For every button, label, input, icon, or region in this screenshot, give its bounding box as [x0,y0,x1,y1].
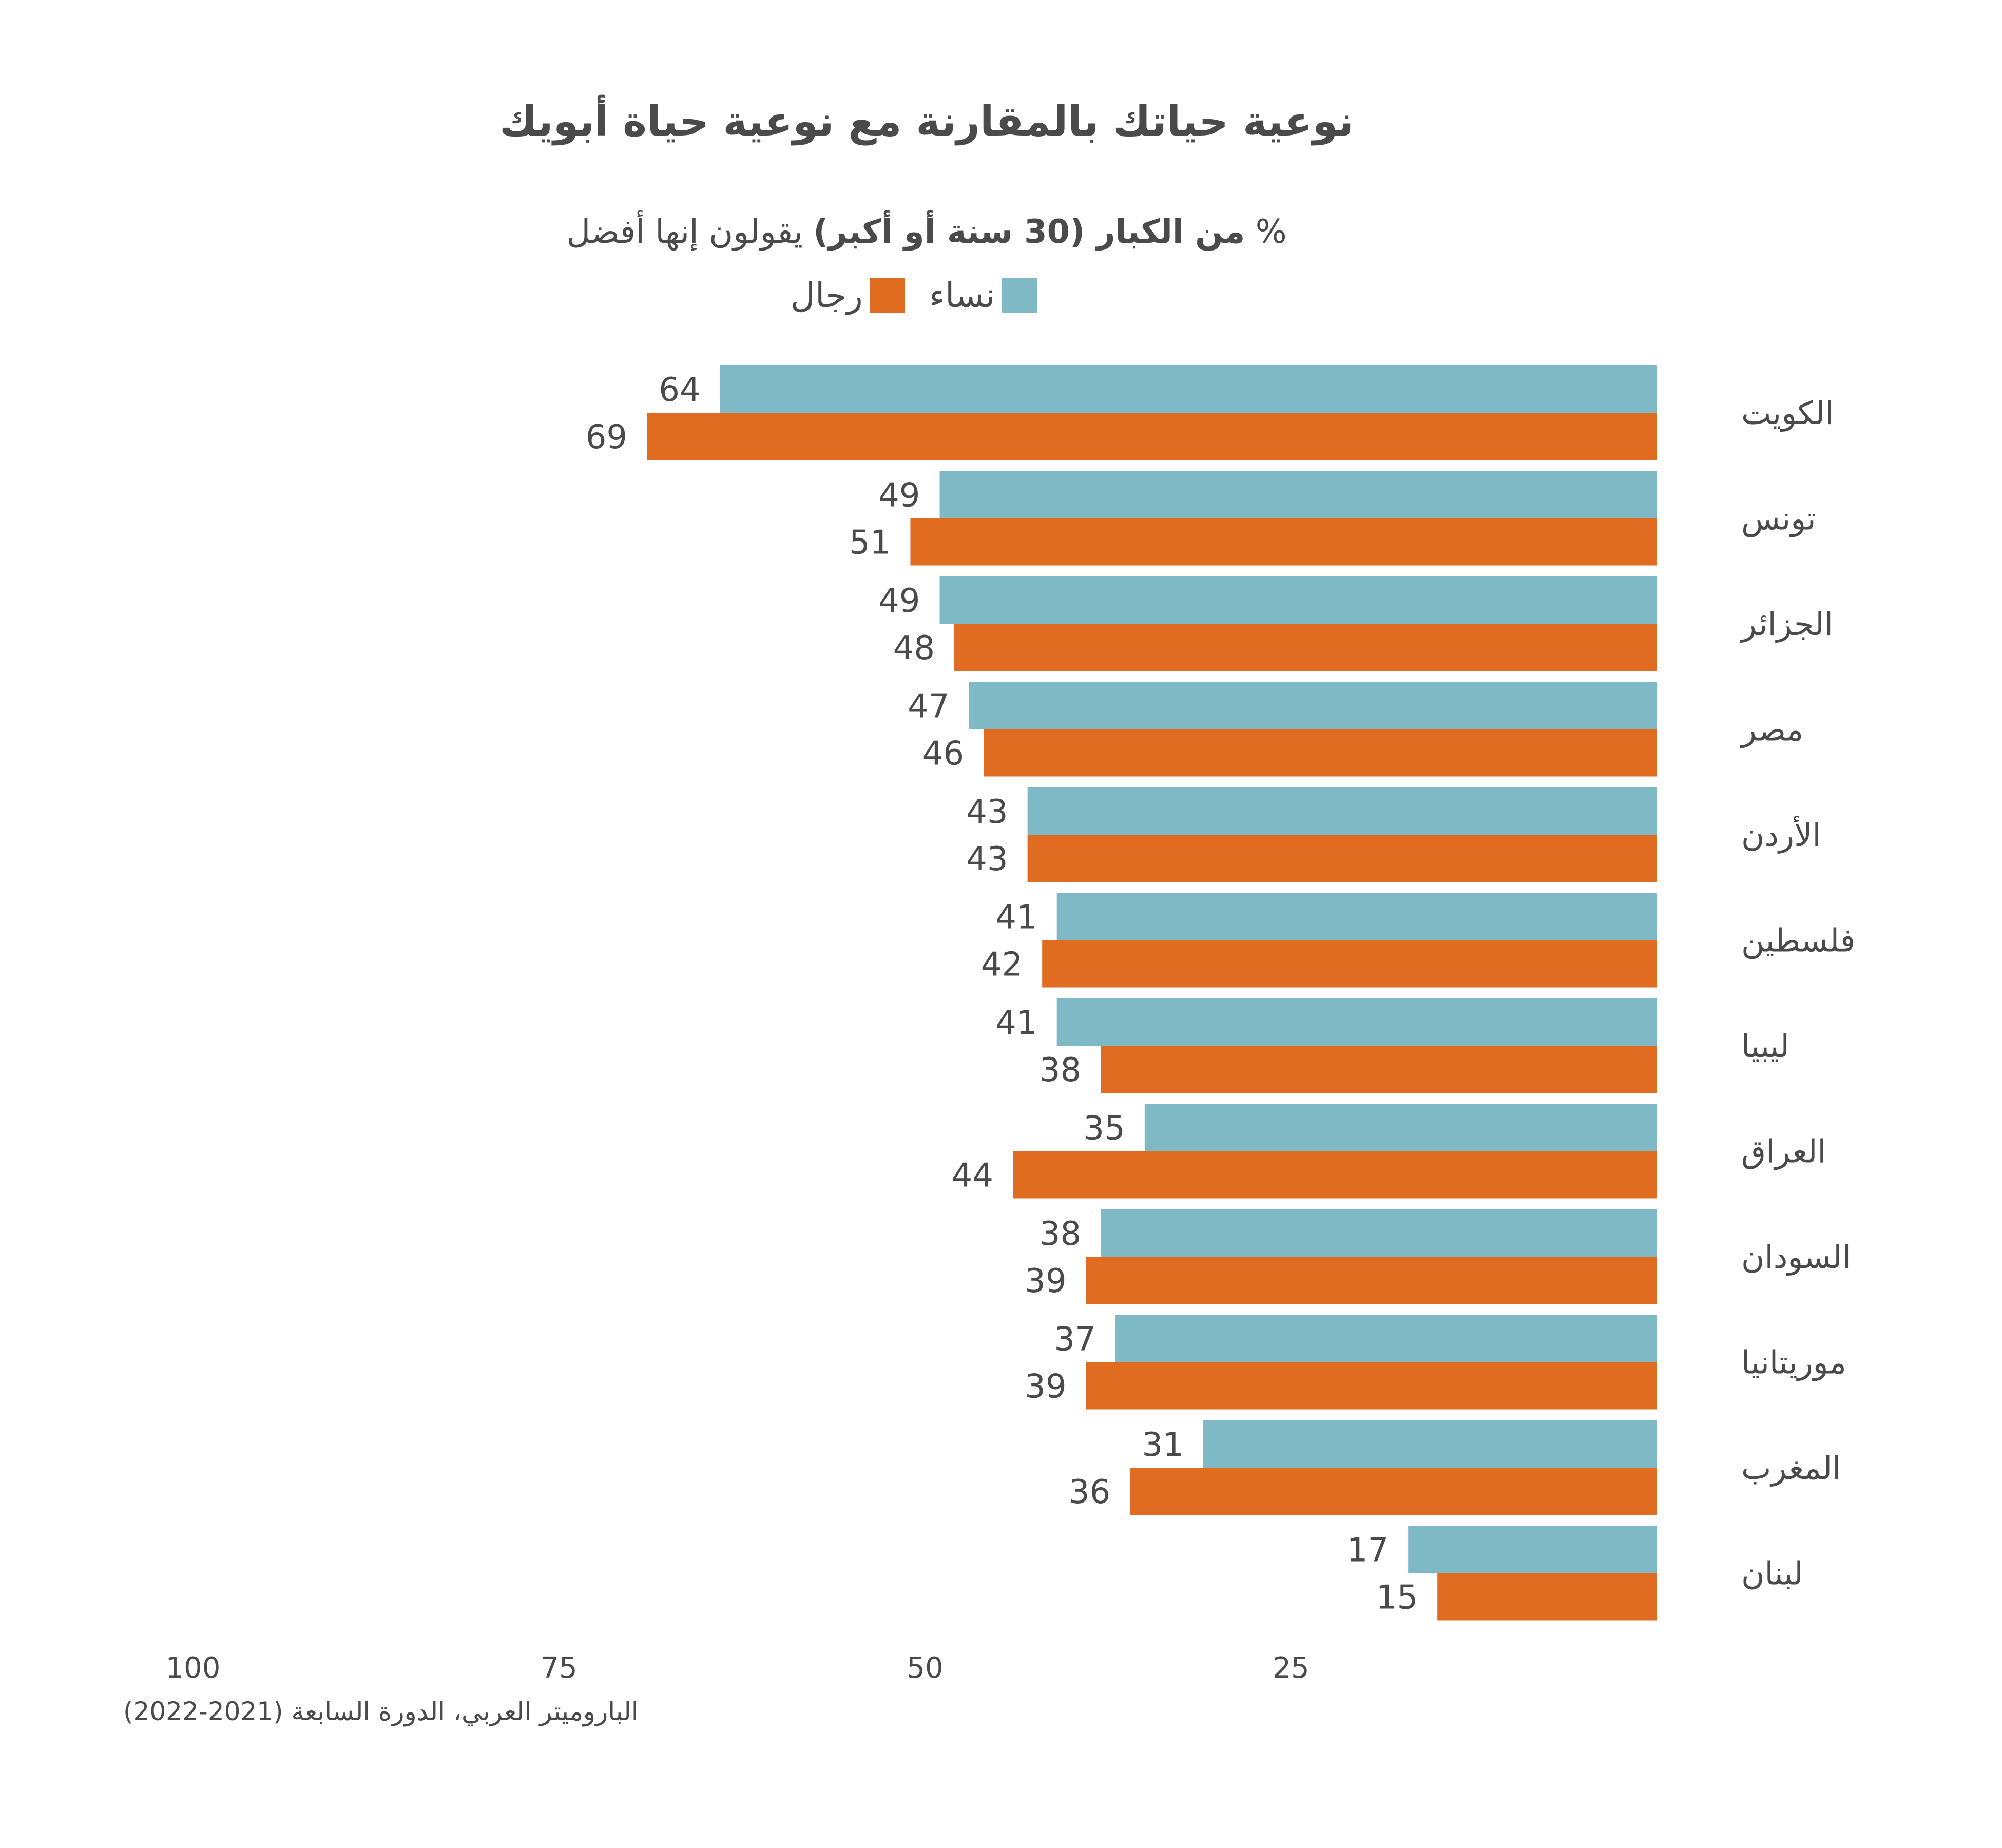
bar-mauritania-men [1086,1362,1657,1410]
value-label-egypt-men: 46 [922,735,964,773]
category-label-jordan: الأردن [1741,815,1821,854]
bar-libya-men [1101,1046,1657,1093]
value-label-jordan-men: 43 [966,840,1008,878]
legend-item-men: رجال [791,272,905,318]
value-label-morocco-men: 36 [1069,1473,1110,1511]
bar-sudan-women [1101,1209,1657,1257]
bar-egypt-men [984,729,1657,777]
x-tick-label-75: 75 [541,1651,577,1685]
x-tick-label-100: 100 [166,1651,221,1685]
category-label-kuwait: الكويت [1741,394,1834,432]
value-label-lebanon-women: 17 [1347,1532,1389,1570]
bar-jordan-men [1027,835,1657,882]
bar-iraq-women [1144,1104,1657,1151]
bar-morocco-women [1203,1420,1657,1468]
value-label-libya-men: 38 [1040,1051,1081,1089]
category-label-egypt: مصر [1740,711,1803,748]
bar-lebanon-women [1408,1526,1657,1573]
bar-algeria-women [939,576,1657,624]
value-label-morocco-women: 31 [1142,1426,1183,1464]
value-label-sudan-women: 38 [1040,1215,1081,1253]
bar-palestine-men [1042,940,1657,988]
value-label-algeria-men: 48 [893,629,935,667]
bar-morocco-men [1130,1468,1657,1515]
category-label-palestine: فلسطين [1741,922,1855,959]
value-label-kuwait-women: 64 [659,371,700,409]
x-tick-label-50: 50 [907,1651,943,1685]
source-note: الباروميتر العربي، الدورة السابعة (2021-… [123,1697,639,1726]
category-label-morocco: المغرب [1741,1449,1841,1487]
category-label-tunisia: تونس [1741,500,1816,537]
value-label-egypt-women: 47 [908,688,949,726]
bar-kuwait-women [720,365,1657,413]
legend-item-women: نساء [929,272,1037,318]
bar-iraq-men [1013,1151,1657,1199]
category-label-algeria: الجزائر [1740,605,1833,643]
legend-swatch-men [870,278,905,313]
bar-tunisia-men [910,518,1657,566]
value-label-libya-women: 41 [995,1004,1037,1042]
legend-label-women: نساء [929,275,995,315]
value-label-tunisia-men: 51 [849,524,891,562]
value-label-algeria-women: 49 [878,582,920,620]
value-label-lebanon-men: 15 [1376,1579,1418,1617]
bar-tunisia-women [939,471,1657,518]
x-tick-label-25: 25 [1273,1651,1309,1685]
legend-label-men: رجال [791,275,863,315]
legend-swatch-women [1002,278,1037,313]
category-label-iraq: العراق [1741,1133,1826,1170]
bar-egypt-women [969,682,1657,729]
subtitle-prefix: % [1255,213,1287,251]
bar-mauritania-women [1115,1315,1657,1362]
category-label-mauritania: موريتانيا [1741,1344,1846,1381]
category-label-libya: ليبيا [1741,1027,1789,1065]
value-label-mauritania-women: 37 [1054,1321,1095,1359]
chart-legend: رجال نساء [791,272,1078,318]
bar-jordan-women [1027,787,1657,835]
value-label-iraq-men: 44 [952,1157,993,1195]
bar-algeria-men [954,624,1657,671]
bar-sudan-men [1086,1257,1657,1304]
chart-subtitle: % من الكبار (30 سنة أو أكبر) يقولون إنها… [0,213,1853,251]
subtitle-suffix: يقولون إنها أفضل [566,213,803,251]
value-label-tunisia-women: 49 [878,477,920,515]
bar-libya-women [1056,998,1657,1046]
value-label-sudan-men: 39 [1025,1262,1066,1300]
chart-title: نوعية حياتك بالمقارنة مع نوعية حياة أبوي… [499,98,1354,145]
value-label-iraq-women: 35 [1083,1110,1125,1148]
category-label-lebanon: لبنان [1741,1555,1803,1592]
category-label-sudan: السودان [1741,1238,1851,1276]
value-label-kuwait-men: 69 [586,418,627,456]
value-label-mauritania-men: 39 [1025,1368,1066,1406]
subtitle-bold: من الكبار (30 سنة أو أكبر) [813,213,1245,251]
bar-palestine-women [1056,893,1657,940]
value-label-jordan-women: 43 [966,793,1008,831]
value-label-palestine-women: 41 [995,899,1037,937]
value-label-palestine-men: 42 [981,946,1023,984]
bar-lebanon-men [1437,1573,1657,1621]
bar-kuwait-men [647,413,1657,460]
